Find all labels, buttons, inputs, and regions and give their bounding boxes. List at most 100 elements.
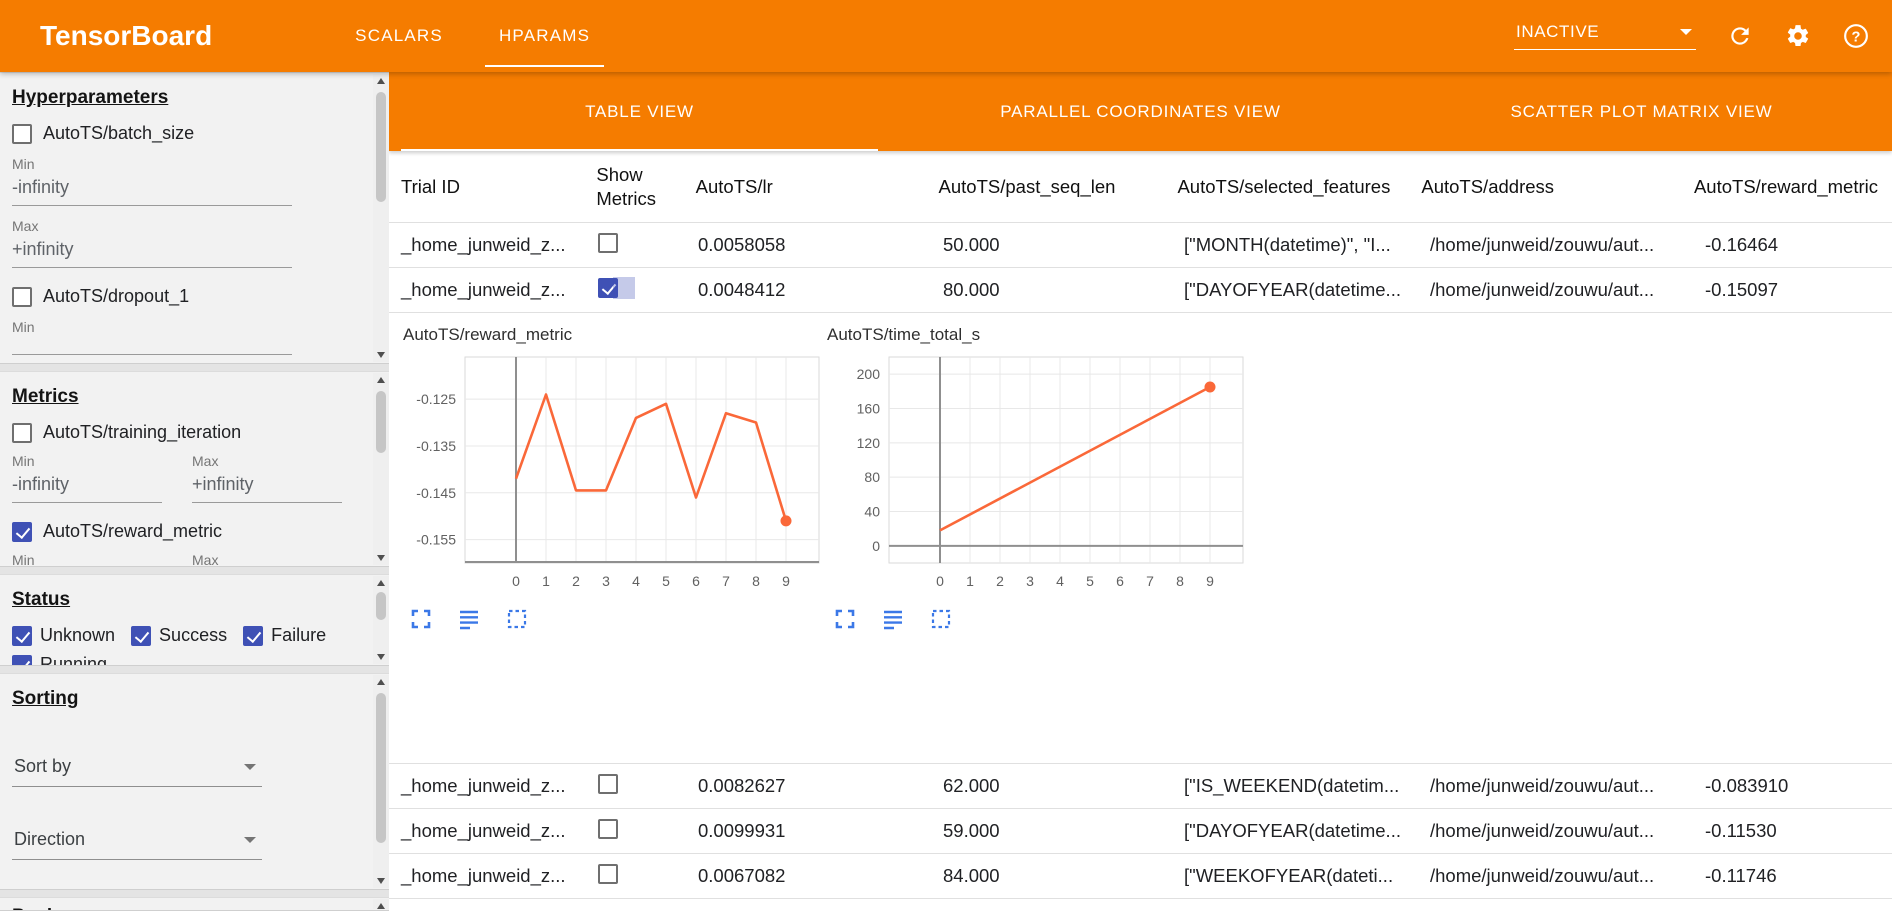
tab-hparams[interactable]: HPARAMS [471, 0, 618, 72]
svg-text:5: 5 [662, 573, 670, 589]
section-title-sorting: Sorting [12, 688, 79, 709]
hparams-main: TABLE VIEW PARALLEL COORDINATES VIEW SCA… [389, 72, 1892, 911]
reload-status-dropdown[interactable]: INACTIVE [1514, 22, 1696, 50]
status-label: Running [40, 654, 108, 666]
scroll-up-arrow[interactable] [373, 899, 389, 910]
max-input[interactable]: +infinity [192, 469, 342, 503]
show-metrics-cell [586, 276, 686, 303]
reward-metric-checkbox[interactable] [12, 521, 32, 542]
hparam-label: AutoTS/batch_size [43, 123, 195, 143]
reward-metric-cell: -0.083910 [1705, 775, 1789, 796]
status-unknown-checkbox[interactable] [12, 625, 32, 646]
chevron-down-icon [1680, 29, 1692, 35]
status-row: Running [12, 654, 353, 666]
section-title-status: Status [12, 589, 71, 610]
max-label: Max [192, 453, 219, 469]
section-scrollbar[interactable] [373, 899, 389, 909]
min-field: Min -infinity [12, 156, 353, 206]
address-cell: /home/junweid/zouwu/aut... [1430, 820, 1655, 841]
show-metrics-checkbox[interactable] [598, 818, 618, 839]
svg-text:200: 200 [857, 366, 881, 382]
show-metrics-checkbox[interactable] [598, 773, 618, 794]
scroll-up-arrow[interactable] [373, 675, 389, 689]
dropout-1-checkbox[interactable] [12, 286, 32, 307]
tab-table-view[interactable]: TABLE VIEW [389, 72, 890, 151]
table-row: _home_junweid_z... 0.0082627 62.000 ["IS_WE… [389, 764, 1892, 809]
table-row: _home_junweid_z... 0.0099931 59.000 ["DAYOF… [389, 809, 1892, 854]
tab-scalars[interactable]: SCALARS [355, 26, 443, 45]
section-scrollbar[interactable] [373, 373, 389, 565]
scroll-down-arrow[interactable] [373, 551, 389, 565]
section-scrollbar[interactable] [373, 576, 389, 664]
status-running-checkbox[interactable] [12, 654, 32, 665]
address-cell: /home/junweid/zouwu/aut... [1430, 279, 1655, 300]
show-metrics-cell [586, 773, 686, 799]
trial-id-cell: _home_junweid_z... [401, 865, 566, 886]
time-total-line-chart[interactable]: 0 40 80 120 160 200 0 1 2 3 4 5 6 7 8 9 [825, 347, 1249, 599]
svg-text:3: 3 [1026, 573, 1034, 589]
show-metrics-checkbox[interactable] [598, 863, 618, 884]
refresh-icon[interactable] [1726, 22, 1754, 50]
chevron-down-icon [244, 763, 256, 770]
batch-size-checkbox[interactable] [12, 123, 32, 144]
svg-text:2: 2 [572, 573, 580, 589]
time-total-chart-block: AutoTS/time_total_s 0 40 80 120 160 200 0 1 2 3 4 5… [825, 323, 1249, 763]
tab-parallel-coordinates-view[interactable]: PARALLEL COORDINATES VIEW [1000, 101, 1281, 121]
settings-gear-icon[interactable] [1784, 22, 1812, 50]
reward-metric-cell: -0.15097 [1705, 279, 1779, 300]
direction-dropdown[interactable]: Direction [12, 823, 262, 860]
status-item-failure: Failure [243, 625, 326, 646]
section-scrollbar[interactable] [373, 74, 389, 362]
lr-cell: 0.0058058 [698, 234, 786, 255]
tab-scatter-plot-matrix-view[interactable]: SCATTER PLOT MATRIX VIEW [1510, 101, 1773, 121]
min-input[interactable] [12, 335, 292, 355]
section-scrollbar[interactable] [373, 675, 389, 888]
status-success-checkbox[interactable] [131, 625, 152, 646]
scroll-thumb[interactable] [376, 92, 386, 202]
selection-box-icon[interactable] [505, 607, 529, 631]
help-icon[interactable]: ? [1842, 22, 1870, 50]
show-metrics-checkbox[interactable] [598, 277, 618, 298]
scroll-thumb[interactable] [376, 693, 386, 843]
min-input[interactable]: -infinity [12, 172, 292, 206]
scroll-thumb[interactable] [376, 391, 386, 453]
lr-cell: 0.0099931 [698, 820, 786, 841]
scroll-up-arrow[interactable] [373, 373, 389, 387]
reward-metric-line-chart[interactable]: -0.125 -0.135 -0.145 -0.155 0 1 2 3 4 5 6 7 8 9 [401, 347, 825, 599]
trial-id-cell: _home_junweid_z... [401, 775, 566, 796]
fullscreen-icon[interactable] [409, 607, 433, 631]
col-lr: AutoTS/lr [695, 175, 773, 197]
scroll-thumb[interactable] [376, 592, 386, 620]
app-title: TensorBoard [40, 20, 213, 51]
selected-features-cell: ["IS_WEEKEND(datetim... [1184, 775, 1400, 796]
fullscreen-icon[interactable] [833, 607, 857, 631]
section-title-paging: Paging [12, 906, 353, 910]
paging-panel: Paging [0, 897, 389, 911]
scroll-down-arrow[interactable] [373, 650, 389, 664]
scroll-down-arrow[interactable] [373, 874, 389, 888]
training-iteration-checkbox[interactable] [12, 422, 32, 443]
show-metrics-cell [586, 818, 686, 844]
max-input[interactable]: +infinity [12, 234, 292, 268]
address-cell: /home/junweid/zouwu/aut... [1430, 865, 1655, 886]
status-failure-checkbox[interactable] [243, 625, 264, 646]
scroll-up-arrow[interactable] [373, 576, 389, 590]
past-seq-len-cell: 62.000 [943, 775, 1000, 796]
selection-box-icon[interactable] [929, 607, 953, 631]
chart-title: AutoTS/reward_metric [403, 325, 573, 344]
svg-text:-0.145: -0.145 [416, 485, 456, 501]
svg-text:0: 0 [936, 573, 944, 589]
svg-text:1: 1 [542, 573, 550, 589]
data-lines-icon[interactable] [457, 607, 481, 631]
show-metrics-checkbox[interactable] [598, 232, 618, 253]
svg-text:-0.135: -0.135 [416, 438, 456, 454]
section-title-metrics: Metrics [12, 386, 79, 407]
metric-label: AutoTS/training_iteration [43, 422, 242, 442]
table-row: _home_junweid_z... 0.0058058 50.000 ["MONTH… [389, 223, 1892, 268]
status-panel: Status Unknown Success Failure R [0, 574, 389, 666]
sort-by-dropdown[interactable]: Sort by [12, 750, 262, 787]
scroll-down-arrow[interactable] [373, 348, 389, 362]
min-input[interactable]: -infinity [12, 469, 162, 503]
data-lines-icon[interactable] [881, 607, 905, 631]
scroll-up-arrow[interactable] [373, 74, 389, 88]
